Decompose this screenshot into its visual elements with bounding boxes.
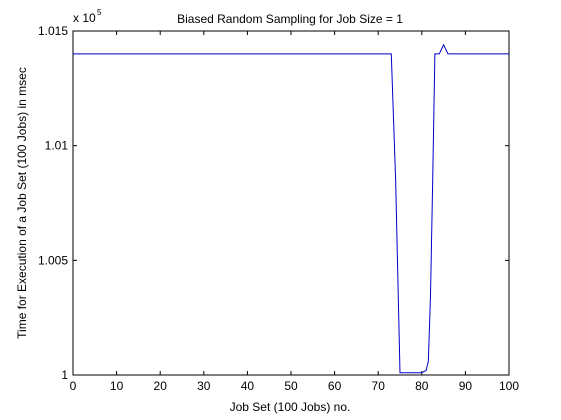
x-tick-label: 40 [241,379,255,393]
x-tick-label: 10 [110,379,124,393]
y-axis-label: Time for Execution of a Job Set (100 Job… [15,67,29,339]
y-multiplier: x 10 5 [73,8,102,25]
plot-area [72,30,510,376]
y-multiplier-exponent: 5 [97,8,102,17]
x-tick-label: 30 [197,379,211,393]
x-tick-label: 90 [459,379,473,393]
x-tick-label: 100 [499,379,519,393]
y-tick-label: 1.015 [38,24,68,38]
x-tick-label: 80 [415,379,429,393]
y-axis: 1 1.005 1.01 1.015 [38,24,509,382]
x-tick-label: 60 [328,379,342,393]
series-line [73,43,509,374]
y-tick-label: 1 [61,368,68,382]
y-tick-label: 1.01 [45,139,69,153]
x-tick-label: 0 [70,379,77,393]
x-tick-label: 50 [284,379,298,393]
chart-title: Biased Random Sampling for Job Size = 1 [177,12,403,26]
x-axis-label: Job Set (100 Jobs) no. [230,400,351,414]
series-layer [73,43,509,374]
y-multiplier-base: x 10 [73,11,96,25]
x-axis: 0 10 20 30 40 50 60 70 80 90 100 [70,31,519,393]
y-tick-label: 1.005 [38,253,68,267]
x-tick-label: 20 [154,379,168,393]
x-tick-label: 70 [372,379,386,393]
